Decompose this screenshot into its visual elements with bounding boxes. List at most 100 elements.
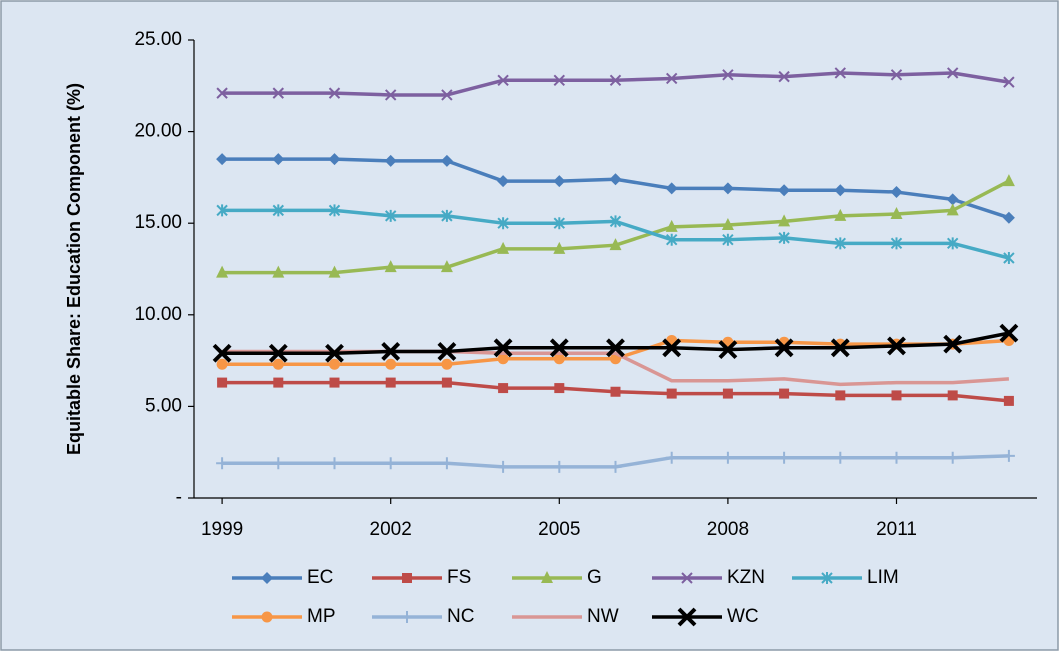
marker: [890, 451, 903, 464]
marker: [821, 572, 833, 584]
marker: [441, 89, 453, 101]
y-tick-label: 10.00: [134, 304, 182, 325]
marker: [273, 377, 284, 388]
marker: [440, 260, 453, 273]
marker: [497, 241, 510, 254]
marker: [553, 74, 566, 87]
marker: [261, 572, 273, 584]
marker: [497, 74, 509, 87]
marker: [778, 184, 791, 197]
marker: [834, 237, 847, 250]
y-tick-label: 25.00: [134, 29, 182, 50]
marker: [261, 611, 273, 623]
marker: [402, 573, 412, 583]
series: [216, 449, 1015, 473]
marker: [943, 334, 963, 354]
marker: [666, 388, 677, 399]
marker: [212, 343, 232, 363]
marker: [774, 338, 794, 358]
marker: [384, 154, 397, 167]
marker: [553, 175, 566, 188]
marker: [609, 74, 622, 87]
x-tick-label: 2008: [707, 519, 749, 540]
legend-label: FS: [447, 567, 471, 588]
series: [216, 67, 1015, 101]
marker: [891, 390, 902, 401]
marker: [835, 390, 846, 401]
marker: [946, 67, 959, 79]
marker: [553, 460, 566, 473]
x-tick-label: 2002: [370, 519, 412, 540]
marker: [1003, 76, 1015, 88]
marker: [325, 343, 344, 363]
marker: [384, 457, 397, 470]
marker: [553, 217, 566, 230]
marker: [1002, 174, 1015, 187]
marker: [328, 265, 341, 278]
marker: [1002, 449, 1015, 462]
x-tick-label: 2005: [538, 519, 580, 540]
marker: [834, 184, 847, 197]
marker: [217, 377, 228, 388]
marker: [718, 340, 738, 360]
marker: [778, 70, 790, 83]
marker: [609, 173, 622, 186]
marker: [946, 203, 959, 216]
marker: [272, 265, 285, 278]
legend-label: KZN: [727, 567, 765, 588]
marker: [554, 383, 565, 394]
marker: [834, 67, 847, 79]
legend-label: EC: [307, 567, 333, 588]
series: [212, 323, 1019, 363]
marker: [497, 460, 510, 473]
marker: [665, 233, 678, 246]
marker: [947, 390, 958, 401]
marker: [609, 460, 622, 473]
marker: [677, 607, 697, 627]
marker: [328, 153, 341, 166]
marker: [722, 233, 734, 246]
marker: [497, 175, 510, 188]
marker: [890, 207, 903, 220]
marker: [329, 358, 340, 370]
marker: [1003, 252, 1015, 265]
marker: [441, 209, 453, 222]
legend-label: NC: [447, 606, 474, 627]
marker: [778, 214, 791, 227]
marker: [553, 241, 566, 254]
marker: [722, 69, 734, 81]
marker: [385, 358, 397, 370]
marker: [778, 231, 790, 244]
marker: [385, 377, 396, 388]
series: [216, 204, 1015, 265]
marker: [609, 238, 622, 251]
marker: [440, 154, 453, 167]
marker: [999, 323, 1019, 343]
marker: [1003, 395, 1014, 406]
marker: [946, 451, 959, 464]
marker: [272, 153, 285, 166]
marker: [216, 153, 229, 166]
marker: [834, 208, 847, 221]
marker: [549, 338, 569, 358]
marker: [946, 237, 959, 250]
marker: [268, 343, 288, 363]
marker: [497, 353, 509, 365]
legend-label: LIM: [867, 567, 899, 588]
marker: [216, 265, 229, 278]
marker: [834, 451, 847, 464]
y-axis-label: Equitable Share: Education Component (%): [64, 83, 84, 455]
marker: [609, 215, 622, 228]
marker: [1002, 211, 1015, 224]
marker: [946, 193, 959, 206]
marker: [662, 338, 682, 358]
marker: [778, 451, 791, 464]
marker: [437, 342, 457, 361]
series: [216, 153, 1015, 224]
series: [217, 377, 1014, 406]
marker: [272, 204, 285, 217]
marker: [440, 457, 453, 470]
marker: [606, 338, 625, 358]
